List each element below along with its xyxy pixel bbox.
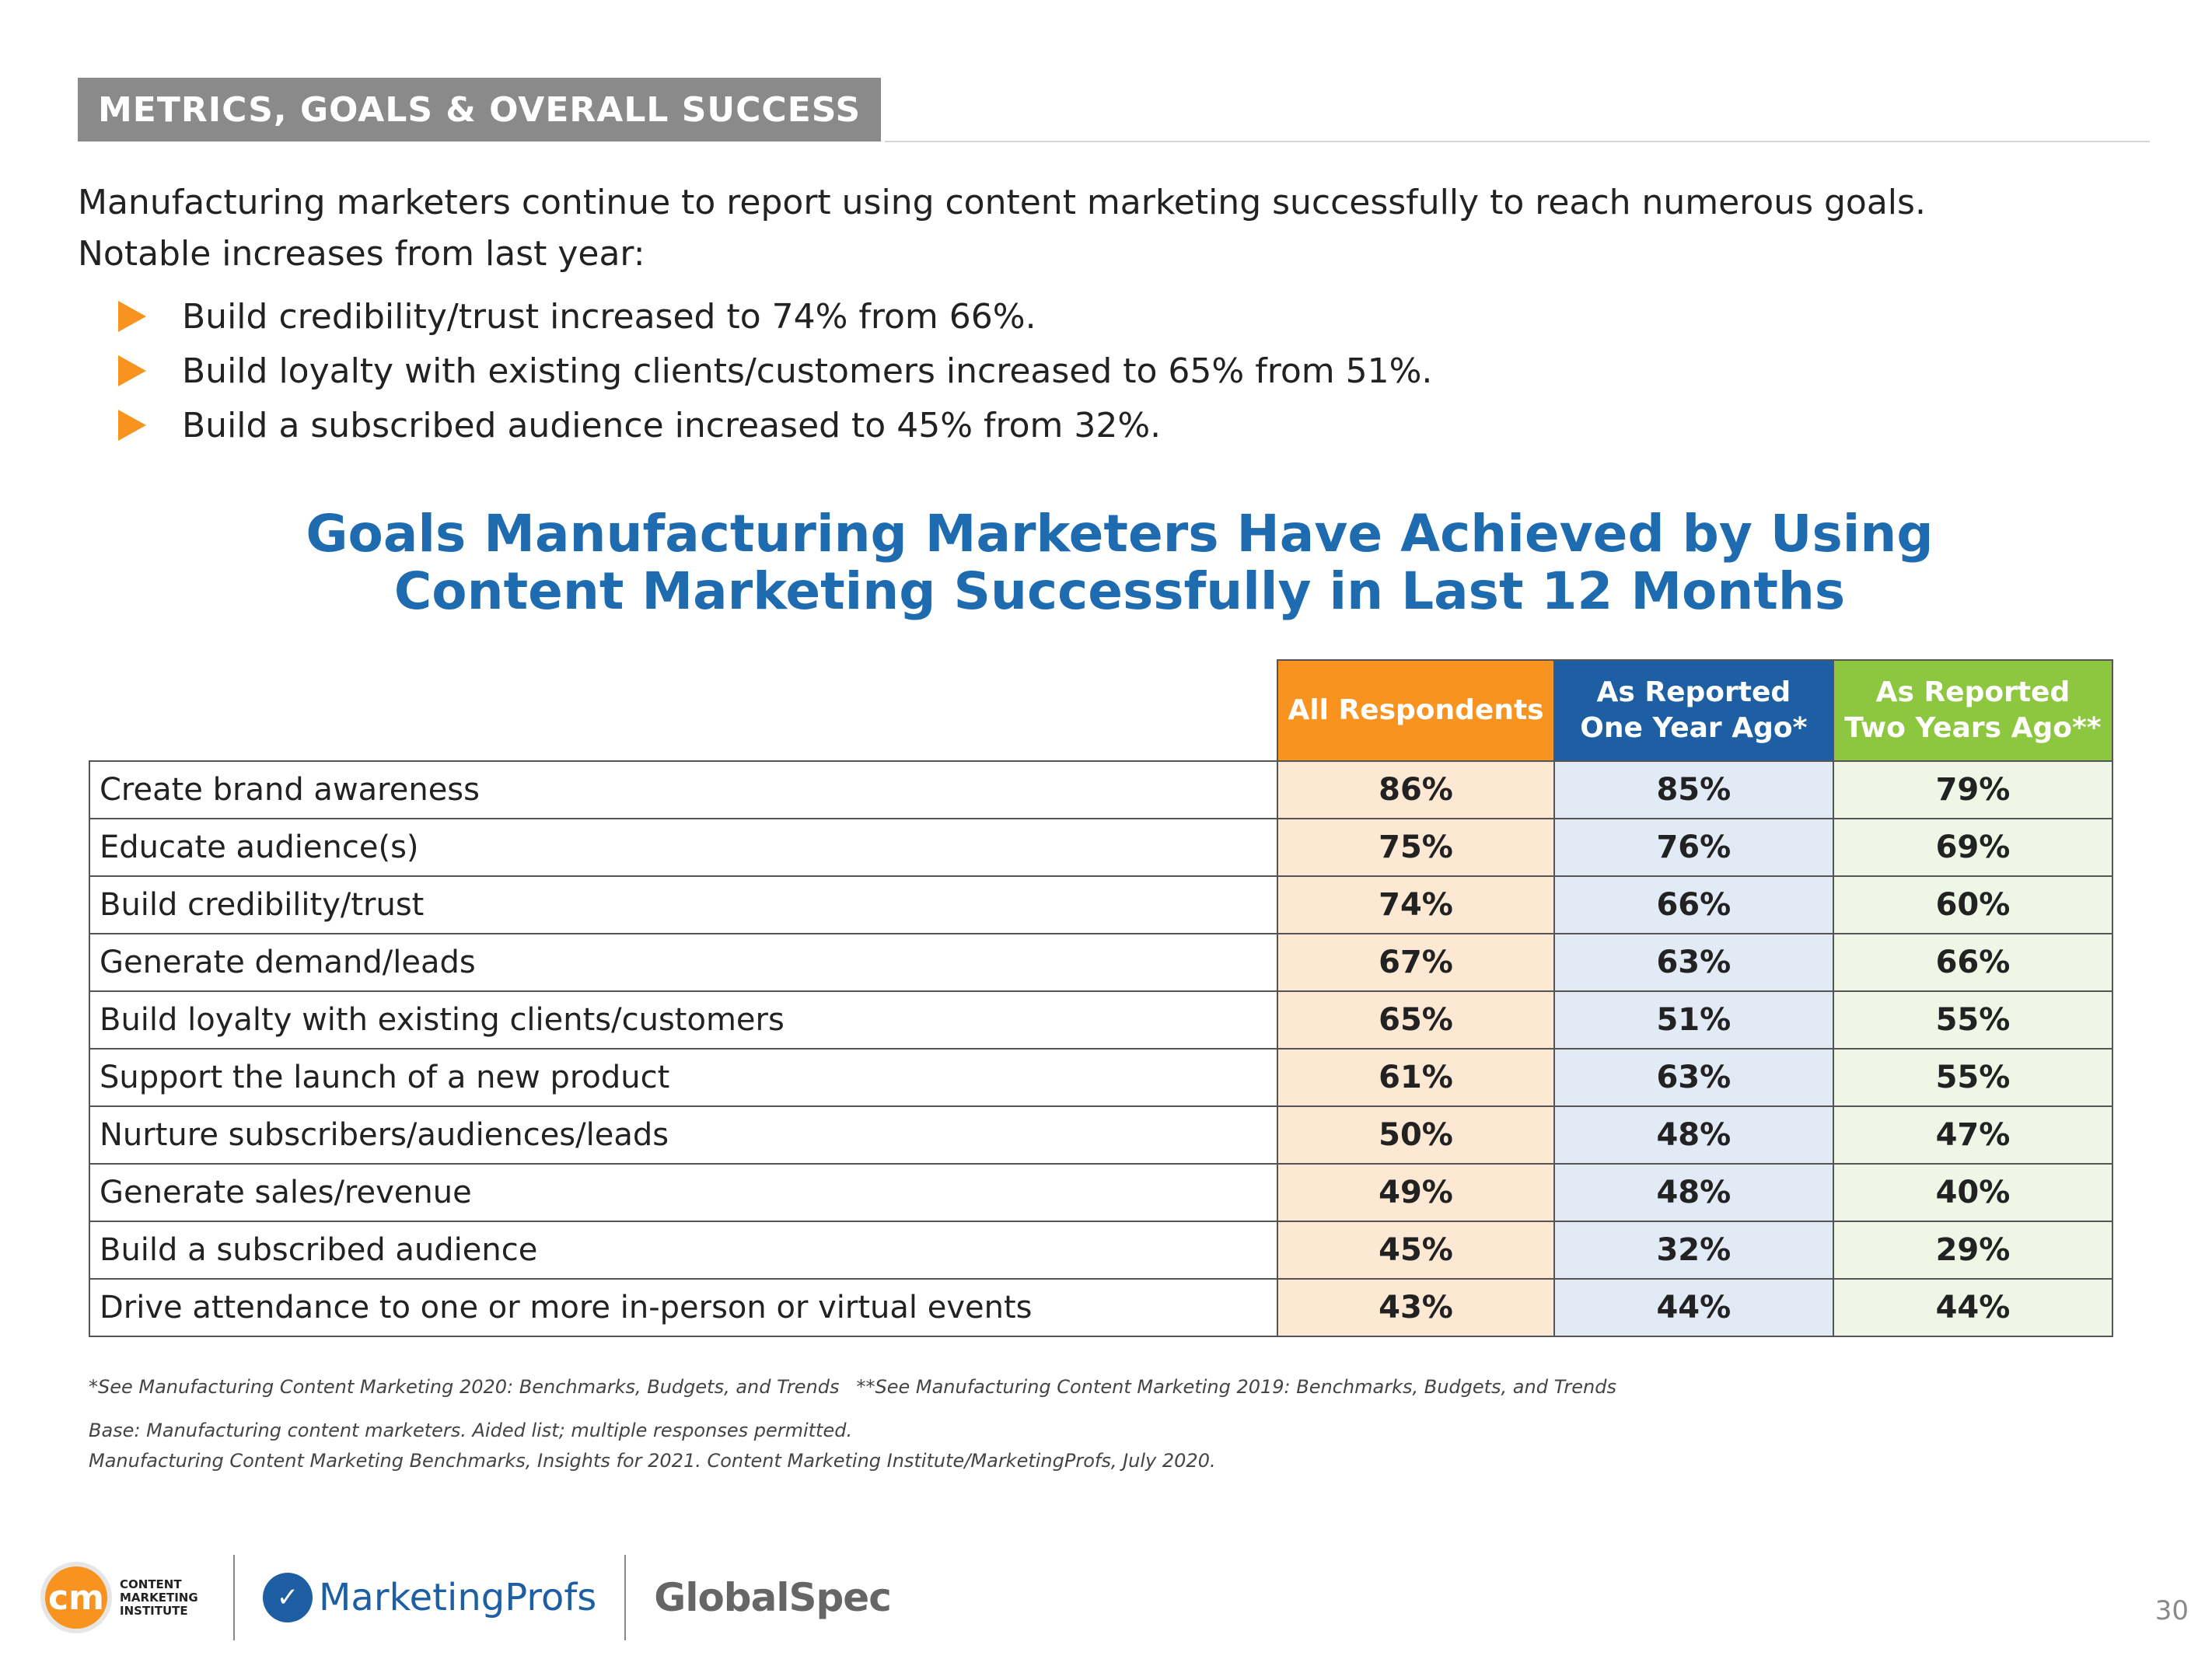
footnote-one-year: *See Manufacturing Content Marketing 202…	[89, 1376, 840, 1398]
value-two-years: 79%	[1832, 760, 2114, 819]
section-banner: METRICS, GOALS & OVERALL SUCCESS	[78, 78, 882, 141]
footer-logos: cm CONTENT MARKETING INSTITUTE ✓ Marketi…	[40, 1547, 892, 1648]
value-one-year: 48%	[1553, 1105, 1834, 1165]
bullet-item: Build credibility/trust increased to 74%…	[118, 289, 1432, 344]
value-all: 61%	[1277, 1048, 1555, 1107]
value-one-year: 48%	[1553, 1163, 1834, 1222]
marketingprofs-logo-text: MarketingProfs	[319, 1576, 597, 1619]
marketingprofs-logo-icon: ✓	[263, 1573, 313, 1622]
logo-divider	[233, 1555, 235, 1640]
table-title-line-1: Goals Manufacturing Marketers Have Achie…	[306, 504, 1934, 564]
table-row: Nurture subscribers/audiences/leads 50% …	[88, 1105, 2114, 1165]
table-row: Build loyalty with existing clients/cust…	[88, 990, 2114, 1050]
value-two-years: 44%	[1832, 1278, 2114, 1337]
intro-line-2: Notable increases from last year:	[78, 234, 645, 274]
value-one-year: 44%	[1553, 1278, 1834, 1337]
header-blank-cell	[89, 660, 1278, 762]
bullet-text: Build a subscribed audience increased to…	[182, 405, 1162, 445]
row-label: Nurture subscribers/audiences/leads	[88, 1105, 1279, 1165]
table-title: Goals Manufacturing Marketers Have Achie…	[156, 505, 2084, 620]
value-two-years: 55%	[1832, 1048, 2114, 1107]
value-two-years: 55%	[1832, 990, 2114, 1050]
footnote-two-years: **See Manufacturing Content Marketing 20…	[856, 1376, 1616, 1398]
cmi-logo-icon: cm	[40, 1562, 112, 1633]
goals-table: All Respondents As Reported One Year Ago*…	[88, 659, 2114, 1337]
table-row: Create brand awareness 86% 85% 79%	[88, 760, 2114, 819]
value-all: 74%	[1277, 875, 1555, 934]
table-row: Support the launch of a new product 61% …	[88, 1048, 2114, 1107]
value-all: 45%	[1277, 1221, 1555, 1280]
table-row: Educate audience(s) 75% 76% 69%	[88, 818, 2114, 877]
value-two-years: 66%	[1832, 933, 2114, 992]
value-all: 86%	[1277, 760, 1555, 819]
value-one-year: 66%	[1553, 875, 1834, 934]
value-all: 43%	[1277, 1278, 1555, 1337]
header-one-year-ago: As Reported One Year Ago*	[1553, 659, 1834, 762]
value-one-year: 51%	[1553, 990, 1834, 1050]
table-row: Drive attendance to one or more in-perso…	[88, 1278, 2114, 1337]
row-label: Build credibility/trust	[88, 875, 1279, 934]
table-header-row: All Respondents As Reported One Year Ago*…	[89, 659, 2114, 762]
value-two-years: 69%	[1832, 818, 2114, 877]
value-two-years: 60%	[1832, 875, 2114, 934]
table-row: Build a subscribed audience 45% 32% 29%	[88, 1221, 2114, 1280]
value-two-years: 40%	[1832, 1163, 2114, 1222]
globalspec-logo: GlobalSpec	[654, 1575, 892, 1620]
orange-triangle-icon	[118, 301, 146, 332]
banner-rule	[885, 141, 2150, 142]
row-label: Support the launch of a new product	[88, 1048, 1279, 1107]
row-label: Create brand awareness	[88, 760, 1279, 819]
value-two-years: 47%	[1832, 1105, 2114, 1165]
bullet-list: Build credibility/trust increased to 74%…	[118, 289, 1432, 452]
intro-line-1: Manufacturing marketers continue to repo…	[78, 183, 1926, 222]
value-one-year: 76%	[1553, 818, 1834, 877]
section-title: METRICS, GOALS & OVERALL SUCCESS	[98, 89, 861, 130]
bullet-text: Build credibility/trust increased to 74%…	[182, 296, 1036, 337]
value-two-years: 29%	[1832, 1221, 2114, 1280]
cmi-logo-text: CONTENT MARKETING INSTITUTE	[120, 1577, 198, 1618]
bullet-text: Build loyalty with existing clients/cust…	[182, 351, 1433, 391]
table-row: Build credibility/trust 74% 66% 60%	[88, 875, 2114, 934]
value-all: 65%	[1277, 990, 1555, 1050]
row-label: Educate audience(s)	[88, 818, 1279, 877]
table-title-line-2: Content Marketing Successfully in Last 1…	[393, 561, 1846, 621]
value-all: 67%	[1277, 933, 1555, 992]
row-label: Drive attendance to one or more in-perso…	[88, 1278, 1279, 1337]
value-one-year: 63%	[1553, 933, 1834, 992]
bullet-item: Build loyalty with existing clients/cust…	[118, 344, 1432, 398]
orange-triangle-icon	[118, 410, 146, 441]
intro-text: Manufacturing marketers continue to repo…	[78, 177, 1926, 280]
value-one-year: 32%	[1553, 1221, 1834, 1280]
logo-divider	[624, 1555, 627, 1640]
bullet-item: Build a subscribed audience increased to…	[118, 398, 1432, 452]
value-all: 50%	[1277, 1105, 1555, 1165]
orange-triangle-icon	[118, 355, 146, 386]
value-one-year: 85%	[1553, 760, 1834, 819]
row-label: Generate demand/leads	[88, 933, 1279, 992]
value-one-year: 63%	[1553, 1048, 1834, 1107]
value-all: 75%	[1277, 818, 1555, 877]
footnote-base: Base: Manufacturing content marketers. A…	[89, 1420, 853, 1441]
page-number: 30	[2154, 1595, 2189, 1626]
row-label: Generate sales/revenue	[88, 1163, 1279, 1222]
footnote-references: *See Manufacturing Content Marketing 202…	[89, 1376, 1616, 1398]
footnote-source: Manufacturing Content Marketing Benchmar…	[89, 1450, 1216, 1472]
header-two-years-ago: As Reported Two Years Ago**	[1832, 659, 2114, 762]
row-label: Build loyalty with existing clients/cust…	[88, 990, 1279, 1050]
table-row: Generate sales/revenue 49% 48% 40%	[88, 1163, 2114, 1222]
table-row: Generate demand/leads 67% 63% 66%	[88, 933, 2114, 992]
row-label: Build a subscribed audience	[88, 1221, 1279, 1280]
value-all: 49%	[1277, 1163, 1555, 1222]
header-all-respondents: All Respondents	[1277, 659, 1555, 762]
